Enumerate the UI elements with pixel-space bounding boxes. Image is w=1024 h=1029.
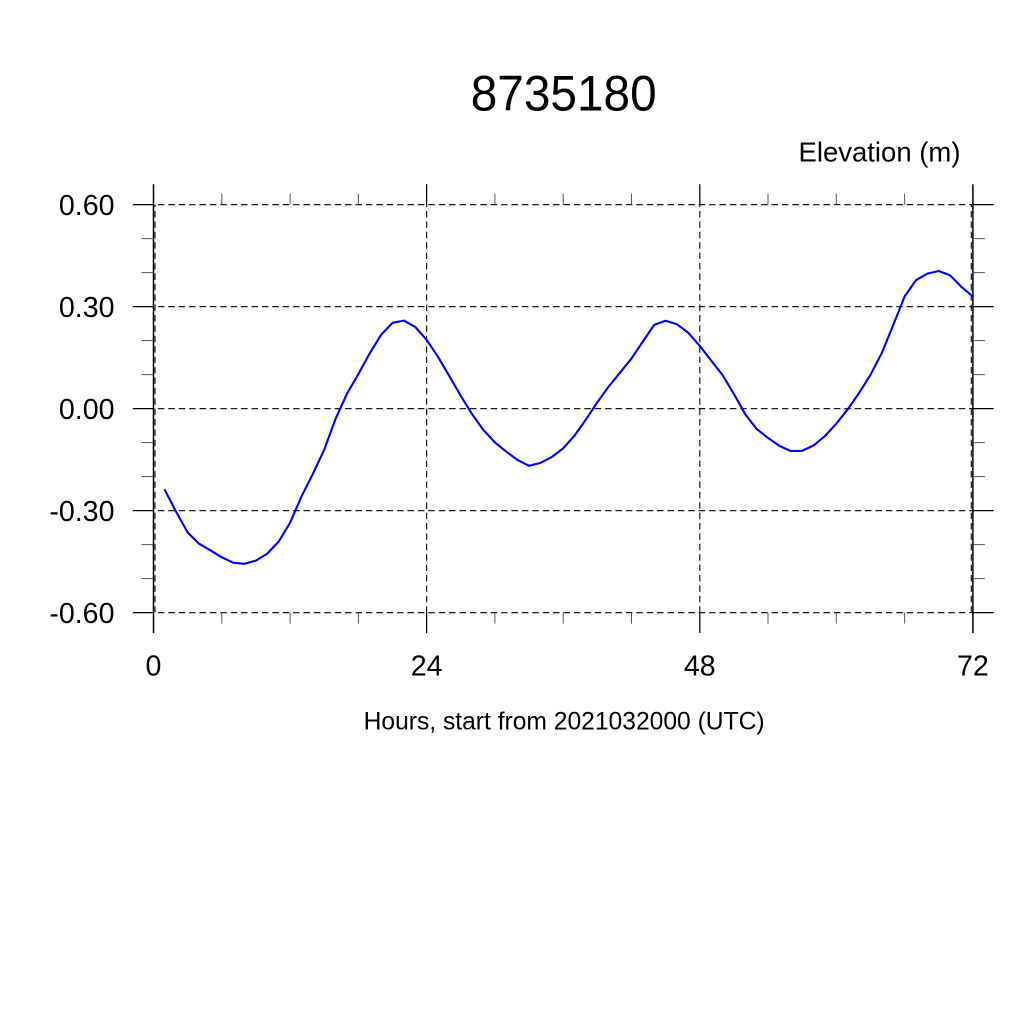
svg-text:0.60: 0.60 — [59, 190, 115, 222]
svg-text:8735180: 8735180 — [471, 65, 657, 121]
svg-text:48: 48 — [684, 651, 716, 683]
svg-text:0: 0 — [146, 651, 162, 683]
svg-text:0.30: 0.30 — [59, 292, 115, 324]
svg-text:72: 72 — [957, 651, 989, 683]
svg-text:24: 24 — [411, 651, 443, 683]
svg-text:-0.30: -0.30 — [49, 496, 114, 528]
svg-text:-0.60: -0.60 — [49, 598, 114, 630]
svg-text:Elevation (m): Elevation (m) — [799, 137, 961, 168]
svg-text:Hours, start from 2021032000 (: Hours, start from 2021032000 (UTC) — [364, 708, 765, 736]
svg-text:0.00: 0.00 — [59, 394, 115, 426]
